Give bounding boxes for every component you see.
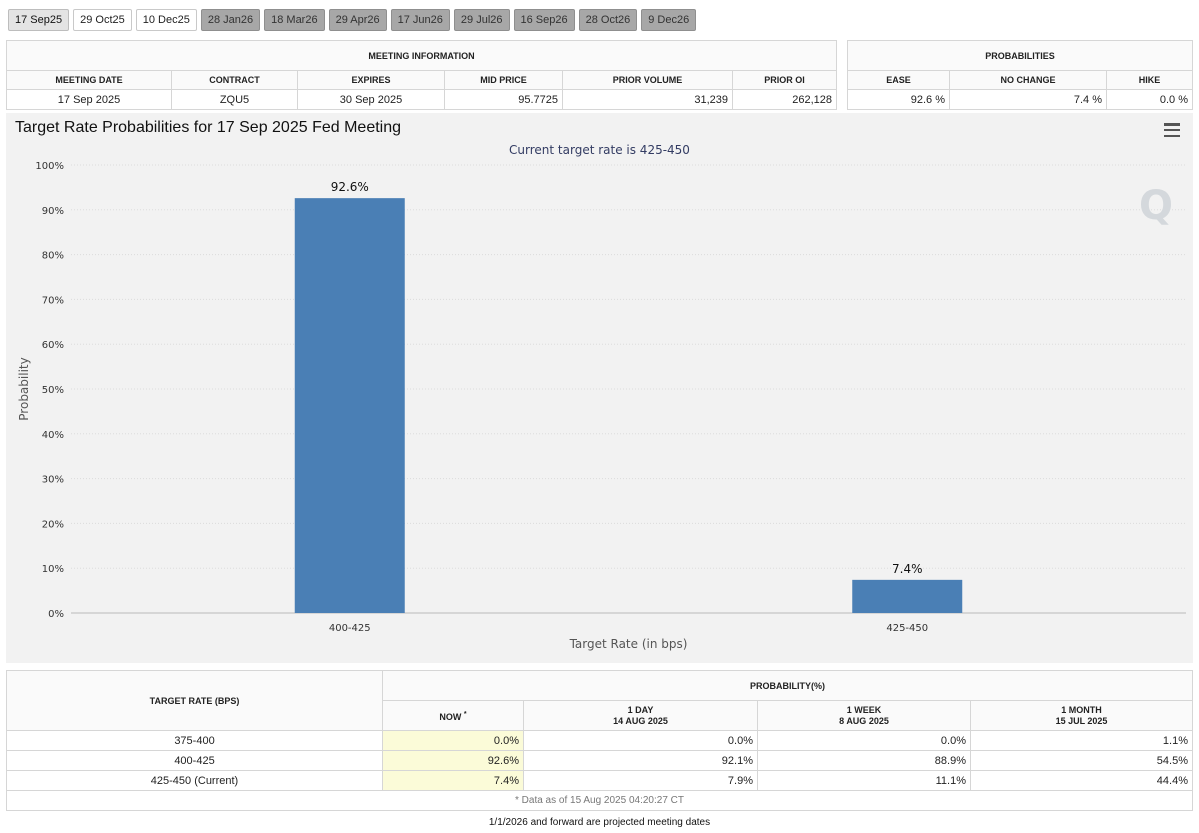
- bar-400-425: [294, 198, 405, 613]
- tab-17-sep25[interactable]: 17 Sep25: [8, 9, 70, 31]
- prior-oi-value: 262,128: [732, 89, 837, 110]
- prior-volume-header: PRIOR VOLUME: [562, 70, 733, 90]
- y-tick-label: 20%: [42, 519, 64, 530]
- tab-10-dec25[interactable]: 10 Dec25: [135, 9, 197, 31]
- y-tick-label: 50%: [42, 385, 64, 396]
- rate-cell: 400-425: [6, 750, 383, 771]
- one-week-cell: 11.1%: [757, 770, 971, 791]
- tab-9-dec26[interactable]: 9 Dec26: [641, 9, 697, 31]
- meeting-date-value: 17 Sep 2025: [6, 89, 172, 110]
- y-tick-label: 90%: [42, 206, 64, 217]
- chart-panel: 0% 10% 20% 30% 40% 50% 60% 70% 80% 90% 100% 92.6% 40…: [6, 113, 1193, 663]
- one-week-cell: 0.0%: [757, 730, 971, 751]
- y-tick-label: 30%: [42, 475, 64, 486]
- expires-value: 30 Sep 2025: [297, 89, 445, 110]
- no-change-value: 7.4 %: [949, 89, 1107, 110]
- hike-value: 0.0 %: [1106, 89, 1193, 110]
- x-tick-label: 425-450: [886, 623, 928, 634]
- ease-header: EASE: [847, 70, 950, 90]
- table-row: 425-450 (Current) 7.4% 7.9% 11.1% 44.4%: [6, 770, 1193, 791]
- probability-bar-chart: 0% 10% 20% 30% 40% 50% 60% 70% 80% 90% 100% 92.6% 40…: [17, 161, 1186, 651]
- meeting-information-panel: MEETING INFORMATION MEETING DATE CONTRAC…: [6, 40, 837, 110]
- bar-data-label: 92.6%: [331, 180, 369, 194]
- mid-price-header: MID PRICE: [444, 70, 563, 90]
- one-month-header: 1 MONTH 15 JUL 2025: [970, 700, 1193, 731]
- hamburger-menu-icon[interactable]: [1164, 123, 1180, 137]
- one-week-header: 1 WEEK 8 AUG 2025: [757, 700, 971, 731]
- tab-29-oct25[interactable]: 29 Oct25: [73, 9, 132, 31]
- y-tick-label: 80%: [42, 251, 64, 262]
- chart-title: Target Rate Probabilities for 17 Sep 202…: [15, 119, 402, 136]
- tab-29-jul26[interactable]: 29 Jul26: [453, 9, 510, 31]
- contract-value: ZQU5: [171, 89, 298, 110]
- probability-history-panel: TARGET RATE (BPS) PROBABILITY(%) NOW * 1…: [6, 670, 1193, 811]
- one-week-cell: 88.9%: [757, 750, 971, 771]
- bar-data-label: 7.4%: [892, 562, 923, 576]
- table-row: 375-400 0.0% 0.0% 0.0% 1.1%: [6, 730, 1193, 751]
- now-cell: 0.0%: [382, 730, 524, 751]
- tab-18-mar26[interactable]: 18 Mar26: [264, 9, 325, 31]
- data-timestamp-footnote: * Data as of 15 Aug 2025 04:20:27 CT: [6, 791, 1193, 811]
- y-tick-label: 70%: [42, 295, 64, 306]
- y-tick-label: 60%: [42, 340, 64, 351]
- one-day-cell: 0.0%: [523, 730, 758, 751]
- hike-header: HIKE: [1106, 70, 1193, 90]
- meeting-information-title: MEETING INFORMATION: [6, 40, 837, 71]
- prior-volume-value: 31,239: [562, 89, 733, 110]
- projection-note: 1/1/2026 and forward are projected meeti…: [488, 817, 711, 828]
- probabilities-panel: PROBABILITIES EASE NO CHANGE HIKE 92.6 %…: [847, 40, 1193, 110]
- now-cell: 7.4%: [382, 770, 524, 791]
- chart-subtitle: Current target rate is 425-450: [509, 143, 690, 157]
- x-tick-label: 400-425: [329, 623, 371, 634]
- contract-header: CONTRACT: [171, 70, 298, 90]
- prior-oi-header: PRIOR OI: [732, 70, 837, 90]
- tab-17-jun26[interactable]: 17 Jun26: [390, 9, 450, 31]
- tab-16-sep26[interactable]: 16 Sep26: [513, 9, 575, 31]
- no-change-header: NO CHANGE: [949, 70, 1107, 90]
- tab-29-apr26[interactable]: 29 Apr26: [328, 9, 387, 31]
- y-tick-label: 10%: [42, 564, 64, 575]
- tab-28-oct26[interactable]: 28 Oct26: [578, 9, 638, 31]
- y-tick-label: 40%: [42, 430, 64, 441]
- x-axis-title: Target Rate (in bps): [569, 637, 688, 651]
- one-month-cell: 44.4%: [970, 770, 1193, 791]
- ease-value: 92.6 %: [847, 89, 950, 110]
- tab-28-jan26[interactable]: 28 Jan26: [200, 9, 261, 31]
- now-header: NOW *: [382, 700, 524, 731]
- one-day-cell: 92.1%: [523, 750, 758, 771]
- y-tick-label: 100%: [35, 161, 64, 172]
- one-month-cell: 1.1%: [970, 730, 1193, 751]
- q-logo: Q: [1138, 183, 1173, 229]
- now-cell: 92.6%: [382, 750, 524, 771]
- y-tick-label: 0%: [48, 609, 64, 620]
- rate-cell: 425-450 (Current): [6, 770, 383, 791]
- rate-cell: 375-400: [6, 730, 383, 751]
- probabilities-title: PROBABILITIES: [847, 40, 1193, 71]
- mid-price-value: 95.7725: [444, 89, 563, 110]
- probability-header: PROBABILITY(%): [382, 670, 1193, 701]
- bar-425-450: [852, 579, 963, 613]
- table-row: 400-425 92.6% 92.1% 88.9% 54.5%: [6, 750, 1193, 771]
- one-month-cell: 54.5%: [970, 750, 1193, 771]
- y-axis-title: Probability: [17, 357, 31, 420]
- meeting-date-header: MEETING DATE: [6, 70, 172, 90]
- target-rate-header: TARGET RATE (BPS): [6, 670, 383, 731]
- meeting-tabs: 17 Sep25 29 Oct25 10 Dec25 28 Jan26 18 Mar26…: [8, 9, 697, 31]
- one-day-header: 1 DAY 14 AUG 2025: [523, 700, 758, 731]
- expires-header: EXPIRES: [297, 70, 445, 90]
- one-day-cell: 7.9%: [523, 770, 758, 791]
